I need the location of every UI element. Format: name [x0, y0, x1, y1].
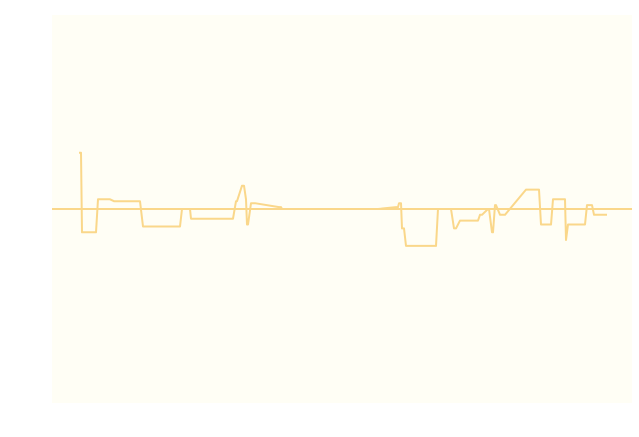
- series-line-0: [79, 151, 607, 247]
